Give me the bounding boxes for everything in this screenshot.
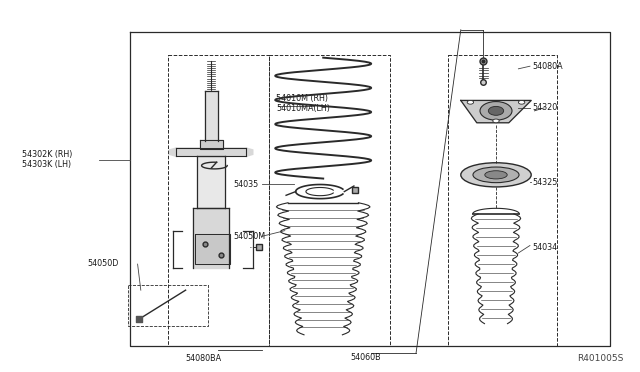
- Circle shape: [518, 100, 525, 104]
- Ellipse shape: [485, 171, 508, 179]
- Ellipse shape: [473, 167, 519, 183]
- Text: 54050M: 54050M: [234, 232, 266, 241]
- Polygon shape: [195, 234, 230, 264]
- Text: 54010M (RH)
54010MA(LH): 54010M (RH) 54010MA(LH): [276, 94, 330, 113]
- Text: 54080BA: 54080BA: [186, 354, 221, 363]
- Text: 54034: 54034: [532, 243, 557, 252]
- Circle shape: [488, 106, 504, 115]
- Polygon shape: [197, 156, 225, 208]
- Circle shape: [467, 100, 474, 104]
- Text: 54050D: 54050D: [87, 259, 118, 268]
- Text: 54035: 54035: [234, 180, 259, 189]
- Circle shape: [480, 102, 512, 120]
- Text: R401005S: R401005S: [578, 354, 624, 363]
- Polygon shape: [461, 100, 531, 123]
- Polygon shape: [193, 208, 229, 268]
- Text: 54325: 54325: [532, 178, 558, 187]
- Polygon shape: [170, 148, 253, 156]
- Text: 54320: 54320: [532, 103, 557, 112]
- Ellipse shape: [461, 163, 531, 187]
- Polygon shape: [200, 140, 223, 149]
- Circle shape: [493, 119, 499, 123]
- Text: 54080A: 54080A: [532, 62, 563, 71]
- Text: 54060B: 54060B: [351, 353, 381, 362]
- Text: 54302K (RH)
54303K (LH): 54302K (RH) 54303K (LH): [22, 150, 73, 169]
- Polygon shape: [205, 91, 218, 141]
